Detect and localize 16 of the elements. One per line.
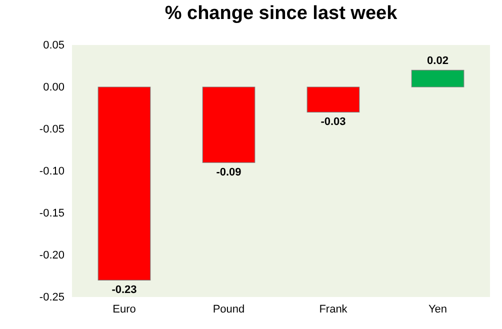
data-label: -0.09 [216,166,242,179]
chart-title: % change since last week [164,3,398,24]
y-tick-label: -0.05 [39,124,64,136]
y-tick-label: 0.05 [43,40,64,52]
data-label: -0.03 [320,116,346,128]
x-tick-label: Pound [212,304,245,316]
y-tick-label: -0.20 [39,250,64,262]
y-tick-label: -0.10 [39,166,64,178]
x-tick-label: Frank [319,304,348,316]
x-tick-label: Euro [112,304,136,316]
data-label: 0.02 [427,55,448,68]
y-tick-label: 0.00 [43,82,64,94]
x-tick-label: Yen [428,304,448,316]
y-tick-label: -0.25 [39,292,64,304]
y-tick-label: -0.15 [39,208,64,220]
data-label: -0.23 [112,284,137,296]
